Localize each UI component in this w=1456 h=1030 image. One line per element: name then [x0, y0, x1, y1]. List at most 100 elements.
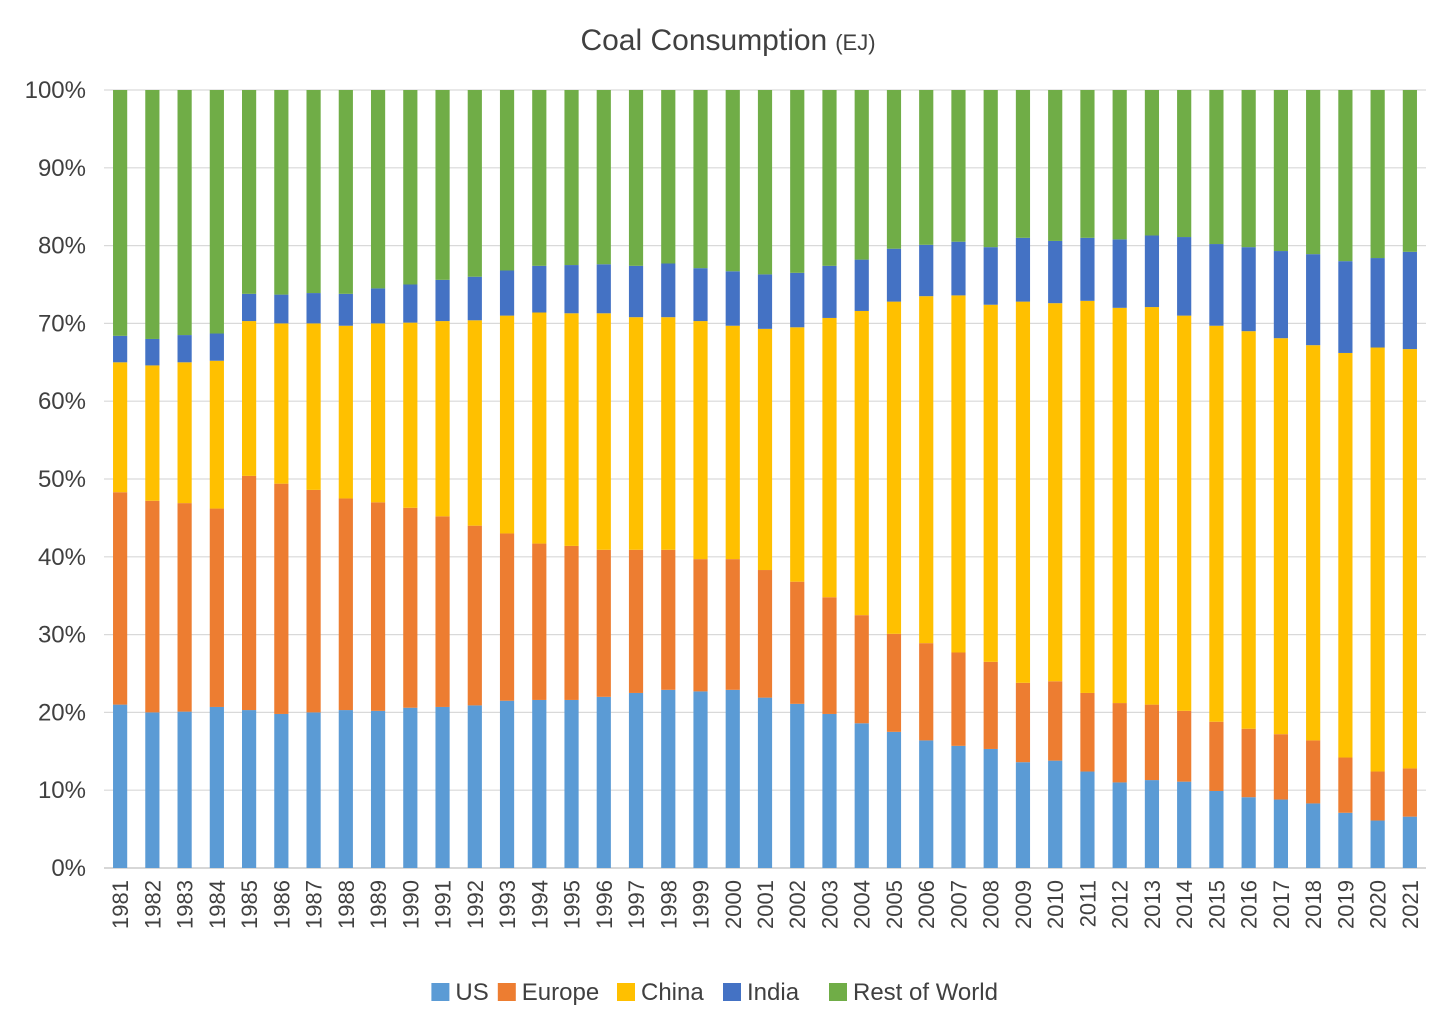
- bar-segment: [177, 335, 192, 363]
- bar-segment: [274, 90, 289, 295]
- bar-segment: [1015, 237, 1031, 302]
- bar-segment: [951, 745, 966, 868]
- y-tick-label: 10%: [38, 777, 86, 804]
- y-tick-label: 0%: [51, 855, 86, 882]
- bar-segment: [145, 500, 160, 713]
- bar-segment: [1273, 338, 1288, 735]
- bar-segment: [1402, 816, 1417, 868]
- bar-segment: [435, 516, 450, 707]
- bar-segment: [1112, 90, 1127, 240]
- bar-segment: [1306, 90, 1321, 255]
- bar-segment: [564, 545, 579, 700]
- bar-segment: [854, 259, 869, 311]
- bar-segment: [693, 691, 708, 868]
- bar-segment: [983, 304, 998, 662]
- bar-segment: [854, 310, 869, 616]
- bar-segment: [886, 633, 902, 732]
- bar-segment: [919, 643, 934, 741]
- bar-segment: [1080, 237, 1095, 301]
- bar-segment: [1370, 90, 1385, 259]
- bar-segment: [209, 508, 224, 707]
- bar-segment: [1177, 781, 1192, 868]
- bar-segment: [951, 90, 966, 242]
- bar-segment: [338, 325, 353, 499]
- bar-segment: [1015, 762, 1031, 868]
- bar-segment: [532, 699, 547, 868]
- bar-segment: [1177, 90, 1192, 238]
- bar-segment: [725, 271, 740, 326]
- y-tick-label: 30%: [38, 622, 86, 649]
- y-tick-label: 70%: [38, 310, 86, 337]
- bar-segment: [983, 661, 998, 749]
- bar-segment: [1048, 681, 1063, 761]
- bar-segment: [306, 90, 321, 294]
- bar-segment: [661, 689, 676, 868]
- bar-segment: [242, 475, 257, 711]
- bar-segment: [1273, 251, 1288, 339]
- bar-segment: [209, 90, 224, 334]
- x-tick-label: 1995: [560, 880, 585, 929]
- legend-label: US: [455, 979, 488, 1006]
- y-tick-label: 60%: [38, 388, 86, 415]
- x-tick-label: 2020: [1366, 880, 1391, 929]
- chart-title-unit: (EJ): [835, 30, 875, 55]
- bar-segment: [1370, 771, 1385, 821]
- bar-segment: [1338, 812, 1353, 868]
- x-tick-label: 2006: [914, 880, 939, 929]
- legend-item: US: [431, 979, 489, 1006]
- bar-segment: [919, 90, 934, 245]
- bar-segment: [242, 293, 257, 322]
- bar-segment: [1144, 704, 1160, 781]
- bar-segment: [532, 543, 547, 700]
- bar-segment: [1402, 349, 1417, 769]
- legend-swatch: [617, 983, 635, 1001]
- bar-segment: [177, 90, 192, 336]
- bar-segment: [1241, 331, 1256, 729]
- x-tick-label: 2004: [850, 880, 875, 929]
- bar-segment: [1402, 768, 1417, 817]
- y-tick-label: 100%: [25, 77, 86, 104]
- bar-segment: [1241, 90, 1256, 248]
- bar-segment: [1112, 703, 1127, 783]
- bar-segment: [661, 263, 676, 318]
- bar-segment: [1080, 692, 1095, 772]
- bar-segment: [1402, 251, 1417, 350]
- bar-segment: [1144, 780, 1160, 868]
- bar-segment: [242, 90, 257, 294]
- x-tick-label: 2013: [1140, 880, 1165, 929]
- bar-segment: [1015, 682, 1031, 763]
- bar-segment: [790, 272, 805, 328]
- bar-segment: [693, 268, 708, 322]
- bar-segment: [628, 317, 644, 550]
- bar-segment: [757, 274, 773, 329]
- x-tick-label: 2007: [946, 880, 971, 929]
- bar-segment: [467, 276, 482, 321]
- bar-segment: [338, 293, 353, 326]
- bar-segment: [1209, 721, 1224, 791]
- bar-segment: [725, 689, 740, 868]
- bar-segment: [661, 317, 676, 550]
- bar-segment: [757, 570, 773, 698]
- bar-segment: [725, 325, 740, 560]
- bar-segment: [1048, 760, 1063, 868]
- bar-segment: [596, 90, 611, 265]
- bar-segment: [499, 270, 515, 316]
- bar-segment: [338, 710, 353, 868]
- bar-segment: [564, 699, 579, 868]
- bar-segment: [886, 731, 902, 868]
- bar-segment: [596, 313, 611, 550]
- bar-segment: [467, 705, 482, 868]
- bar-segment: [532, 265, 547, 313]
- y-tick-label: 50%: [38, 466, 86, 493]
- bar-segment: [822, 90, 837, 266]
- x-tick-label: 2008: [979, 880, 1004, 929]
- bar-segment: [274, 713, 289, 868]
- bar-segment: [757, 328, 773, 571]
- bar-segment: [854, 90, 869, 260]
- bar-segment: [274, 294, 289, 324]
- bar-segment: [338, 498, 353, 711]
- x-tick-label: 1986: [269, 880, 294, 929]
- bar-segment: [1306, 254, 1321, 346]
- bar-segment: [854, 723, 869, 868]
